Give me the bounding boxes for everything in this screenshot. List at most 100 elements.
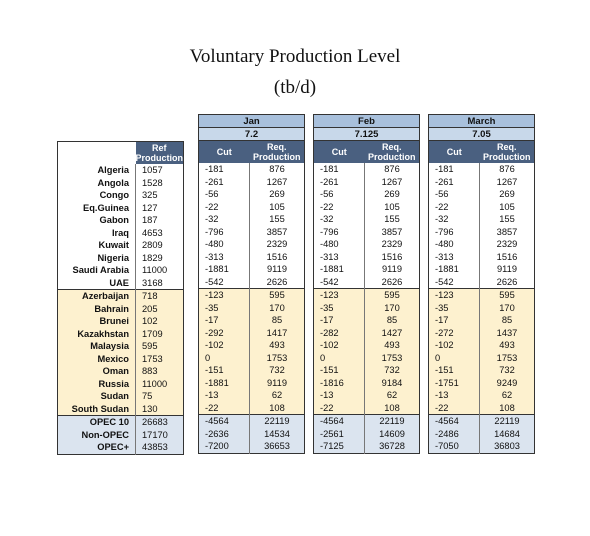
req-production-value: 9119 — [249, 263, 305, 276]
country-name: Eq.Guinea — [57, 201, 136, 214]
req-production-value: 170 — [479, 301, 535, 314]
table-row: Kuwait 2809 — [57, 239, 184, 252]
req-production-value: 62 — [364, 389, 420, 402]
cut-value: -32 — [313, 213, 365, 226]
table-row: -22 108 — [313, 401, 420, 415]
ref-production-value: 127 — [135, 201, 184, 214]
req-production-value: 14684 — [479, 427, 535, 440]
req-production-value: 269 — [364, 188, 420, 201]
table-row: Iraq 4653 — [57, 226, 184, 239]
table-row: -32 155 — [428, 213, 535, 226]
cut-value: -272 — [428, 326, 480, 339]
table-row: -35 170 — [428, 301, 535, 314]
table-row: Sudan 75 — [57, 390, 184, 403]
ref-production-value: 1057 — [135, 164, 184, 177]
table-row: -32 155 — [313, 213, 420, 226]
ref-production-value: 4653 — [135, 226, 184, 239]
cut-value: -261 — [198, 175, 250, 188]
req-production-value: 1753 — [479, 351, 535, 364]
table-row: -13 62 — [313, 389, 420, 402]
req-production-value: 3857 — [249, 225, 305, 238]
req-production-value: 2329 — [364, 238, 420, 251]
cut-value: -4564 — [428, 414, 480, 428]
req-production-value: 3857 — [364, 225, 420, 238]
req-production-value: 3857 — [479, 225, 535, 238]
table-row: -1881 9119 — [313, 263, 420, 276]
cut-value: -1751 — [428, 376, 480, 389]
table-row: -313 1516 — [313, 250, 420, 263]
req-production-value: 108 — [479, 401, 535, 415]
cut-value: 0 — [198, 351, 250, 364]
month-name: March — [428, 114, 535, 128]
cut-value: -123 — [313, 288, 365, 302]
cut-value: -261 — [313, 175, 365, 188]
table-row: -2636 14534 — [198, 427, 305, 440]
req-production-value: 1437 — [479, 326, 535, 339]
table-row: -796 3857 — [198, 225, 305, 238]
table-row: -292 1417 — [198, 326, 305, 339]
req-production-header: Req. Production — [364, 140, 420, 163]
cut-value: -261 — [428, 175, 480, 188]
ref-production-value: 187 — [135, 214, 184, 227]
table-row: -102 493 — [313, 339, 420, 352]
req-production-value: 595 — [249, 288, 305, 302]
req-production-value: 170 — [249, 301, 305, 314]
cut-header: Cut — [313, 140, 365, 163]
table-row: -181 876 — [198, 163, 305, 176]
cut-value: -102 — [198, 339, 250, 352]
cut-value: -13 — [313, 389, 365, 402]
table-row: -796 3857 — [313, 225, 420, 238]
table-row: -35 170 — [313, 301, 420, 314]
cut-value: -22 — [428, 401, 480, 415]
table-row: -272 1437 — [428, 326, 535, 339]
table-row: -480 2329 — [198, 238, 305, 251]
req-production-value: 2329 — [249, 238, 305, 251]
cut-value: -102 — [428, 339, 480, 352]
table-row: -123 595 — [313, 288, 420, 302]
table-row: Kazakhstan 1709 — [57, 327, 184, 340]
cut-value: -17 — [428, 314, 480, 327]
table-row: Non-OPEC 17170 — [57, 428, 184, 441]
table-row: -7050 36803 — [428, 440, 535, 453]
table-row: Gabon 187 — [57, 214, 184, 227]
table-row: -7125 36728 — [313, 440, 420, 453]
country-name: Iraq — [57, 226, 136, 239]
req-production-value: 170 — [364, 301, 420, 314]
cut-value: -480 — [313, 238, 365, 251]
cut-value: -2636 — [198, 427, 250, 440]
req-production-value: 36653 — [249, 440, 305, 453]
ref-production-value: 130 — [135, 402, 184, 416]
req-production-value: 876 — [249, 163, 305, 176]
table-row: -151 732 — [198, 364, 305, 377]
cut-value: -123 — [428, 288, 480, 302]
req-production-value: 732 — [479, 364, 535, 377]
table-row: 0 1753 — [313, 351, 420, 364]
table-row: -17 85 — [198, 314, 305, 327]
req-production-value: 1267 — [479, 175, 535, 188]
req-production-value: 14534 — [249, 427, 305, 440]
cut-value: -22 — [313, 200, 365, 213]
req-production-value: 493 — [249, 339, 305, 352]
cut-value: -2486 — [428, 427, 480, 440]
table-row: -4564 22119 — [198, 414, 305, 428]
req-production-value: 876 — [479, 163, 535, 176]
table-row: -32 155 — [198, 213, 305, 226]
cut-value: -17 — [313, 314, 365, 327]
req-production-value: 2626 — [479, 275, 535, 289]
cut-value: -1881 — [428, 263, 480, 276]
cut-value: -7125 — [313, 440, 365, 453]
req-production-value: 1753 — [249, 351, 305, 364]
cut-value: -32 — [428, 213, 480, 226]
table-row: -181 876 — [313, 163, 420, 176]
req-production-value: 1267 — [364, 175, 420, 188]
req-production-value: 155 — [249, 213, 305, 226]
req-production-value: 105 — [479, 200, 535, 213]
table-row: Saudi Arabia 11000 — [57, 264, 184, 277]
country-name: OPEC 10 — [57, 415, 136, 429]
ref-production-value: 205 — [135, 302, 184, 315]
req-production-value: 62 — [479, 389, 535, 402]
table-row: -542 2626 — [428, 275, 535, 289]
table-row: -480 2329 — [313, 238, 420, 251]
cut-value: -56 — [198, 188, 250, 201]
req-production-value: 36803 — [479, 440, 535, 453]
